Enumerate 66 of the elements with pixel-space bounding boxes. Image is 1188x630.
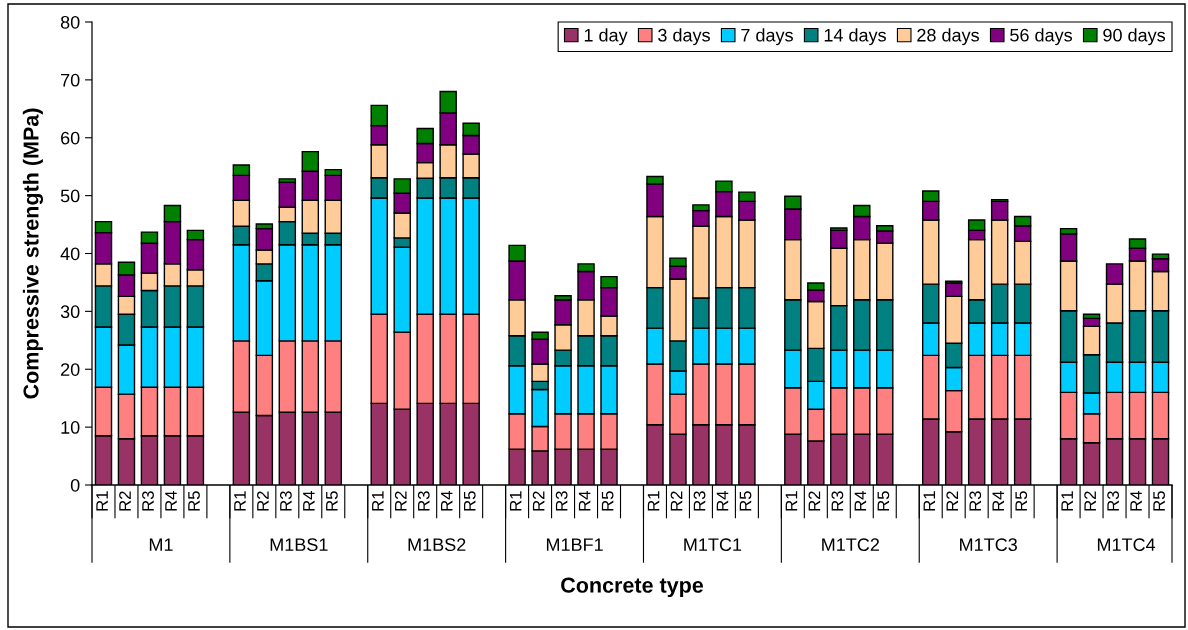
x-tick-label: R4 — [441, 491, 453, 511]
x-tick-label: R5 — [463, 491, 476, 511]
legend-label: 1 day — [584, 28, 628, 46]
x-tick-label: R3 — [142, 491, 154, 511]
x-tick-label: R3 — [693, 491, 706, 511]
x-tick-label: R4 — [303, 491, 315, 511]
x-tick-label: R4 — [992, 491, 1004, 511]
x-tick-label: R4 — [1130, 491, 1142, 511]
y-tick-label: 60 — [61, 131, 80, 145]
y-tick-label: 80 — [60, 15, 80, 29]
x-tick-label: R5 — [1015, 491, 1028, 511]
legend-label: 28 days — [917, 28, 979, 46]
text: M1TC2 — [822, 538, 879, 552]
y-tick-label: 40 — [60, 247, 80, 261]
x-tick-label: R5 — [739, 491, 752, 511]
legend-label: 56 days — [1010, 28, 1073, 46]
text: M1BS2 — [408, 538, 466, 552]
x-tick-label: R4 — [165, 491, 177, 511]
y-tick-label: 0 — [70, 478, 80, 492]
text: M1TC4 — [1097, 538, 1156, 552]
x-tick-label: R2 — [946, 491, 959, 511]
x-tick-label: R1 — [785, 491, 798, 511]
x-tick-label: R2 — [670, 491, 683, 511]
x-tick-label: R3 — [831, 491, 844, 511]
x-tick-label: R5 — [1153, 491, 1165, 511]
x-tick-label: R3 — [279, 491, 292, 511]
y-tick-label: 50 — [60, 189, 80, 203]
x-tick-label: R1 — [647, 491, 660, 511]
x-tick-label: R4 — [854, 491, 867, 511]
text: M1TC3 — [960, 538, 1017, 552]
x-tick-label: R3 — [969, 491, 982, 511]
x-tick-label: R1 — [96, 491, 108, 511]
x-tick-label: R5 — [601, 491, 614, 511]
x-tick-label: R4 — [578, 491, 591, 511]
legend-label: 7 days — [741, 28, 793, 46]
x-tick-label: R5 — [877, 491, 890, 511]
text: M1 — [149, 538, 173, 551]
x-tick-label: R5 — [326, 491, 338, 511]
legend-label: 90 days — [1103, 28, 1166, 46]
text: M1TC1 — [684, 538, 742, 552]
text: M1BS1 — [270, 538, 328, 552]
legend-label: 14 days — [824, 28, 886, 46]
y-axis-title: Compressive strength (MPa) — [22, 108, 43, 399]
text: M1BF1 — [546, 538, 603, 551]
x-tick-label: R3 — [555, 491, 568, 511]
x-tick-label: R1 — [1061, 491, 1073, 511]
x-tick-label: R3 — [1107, 491, 1120, 511]
y-tick-label: 70 — [61, 73, 80, 87]
x-tick-label: R2 — [394, 491, 407, 511]
y-tick-label: 20 — [61, 363, 80, 376]
x-tick-label: R1 — [923, 491, 936, 511]
x-tick-label: R1 — [372, 491, 384, 511]
x-axis-title: Concrete type — [561, 577, 704, 598]
x-tick-label: R1 — [234, 491, 246, 511]
x-tick-label: R3 — [417, 491, 430, 511]
x-tick-label: R2 — [532, 491, 545, 511]
x-tick-label: R2 — [257, 491, 269, 511]
y-tick-label: 30 — [60, 305, 80, 319]
x-tick-label: R2 — [119, 491, 131, 511]
x-tick-label: R1 — [509, 491, 522, 511]
x-tick-label: R4 — [716, 491, 729, 511]
x-tick-label: R5 — [188, 491, 200, 511]
x-tick-label: R2 — [1084, 491, 1096, 511]
legend-label: 3 days — [658, 28, 710, 46]
y-tick-label: 10 — [61, 421, 80, 434]
x-tick-label: R2 — [808, 491, 821, 511]
